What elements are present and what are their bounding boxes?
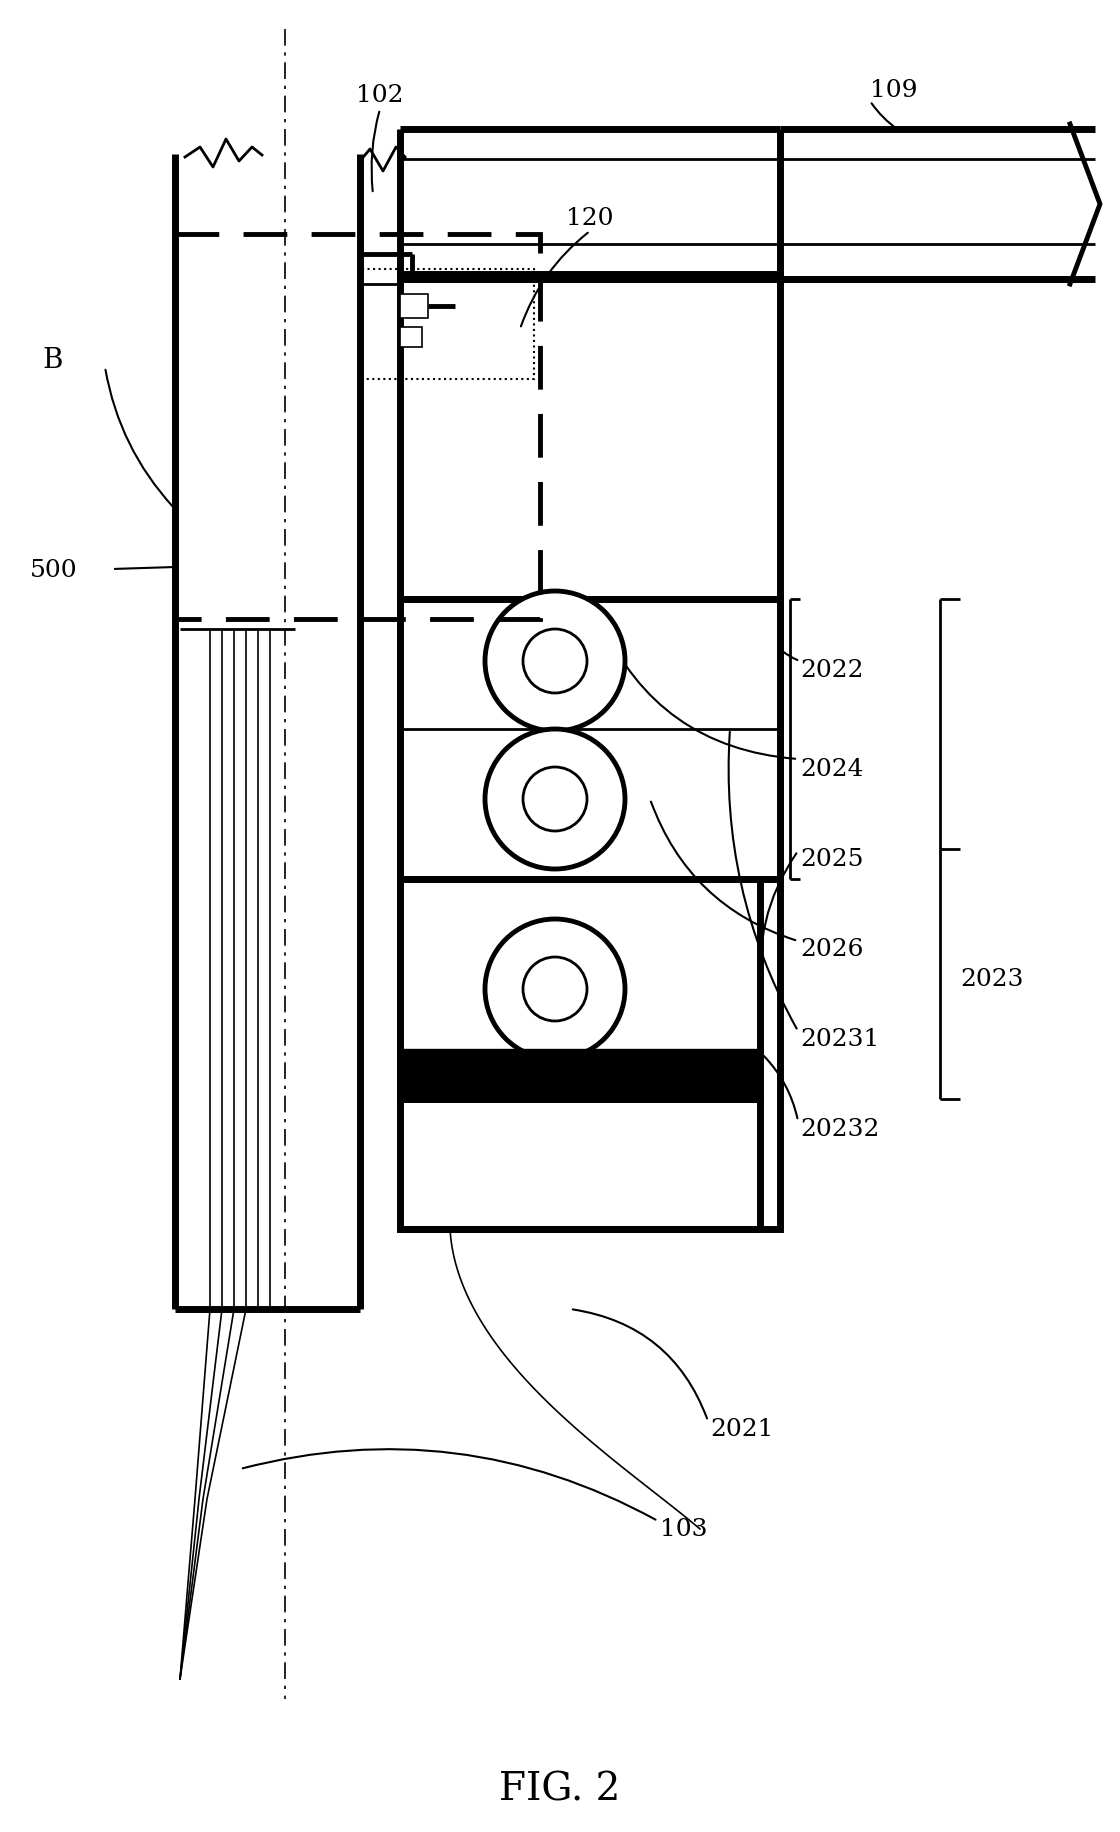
Text: 20232: 20232 <box>800 1118 879 1141</box>
Bar <box>400 599 780 879</box>
Bar <box>400 879 760 1099</box>
Bar <box>400 328 422 348</box>
Circle shape <box>523 630 587 694</box>
Circle shape <box>485 592 625 731</box>
Bar <box>362 269 534 379</box>
Text: 2021: 2021 <box>710 1418 774 1440</box>
Circle shape <box>523 768 587 832</box>
Text: 2025: 2025 <box>800 848 864 870</box>
Bar <box>400 275 780 1229</box>
Bar <box>400 1050 760 1099</box>
Text: 500: 500 <box>30 559 77 581</box>
Text: 20231: 20231 <box>800 1028 879 1052</box>
Text: 2024: 2024 <box>800 758 864 780</box>
Text: 2023: 2023 <box>960 967 1024 991</box>
Text: 120: 120 <box>567 207 614 229</box>
Text: B: B <box>43 346 63 374</box>
Text: 102: 102 <box>356 84 403 106</box>
Text: 2022: 2022 <box>800 658 864 682</box>
Circle shape <box>485 729 625 870</box>
Circle shape <box>485 920 625 1059</box>
Text: 109: 109 <box>870 79 917 101</box>
Text: 2026: 2026 <box>800 938 864 962</box>
Text: 103: 103 <box>660 1517 708 1541</box>
Bar <box>400 295 428 319</box>
Text: FIG. 2: FIG. 2 <box>500 1770 620 1808</box>
Bar <box>175 234 540 619</box>
Circle shape <box>523 958 587 1022</box>
